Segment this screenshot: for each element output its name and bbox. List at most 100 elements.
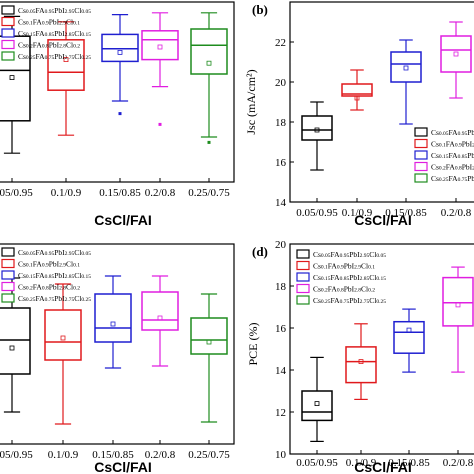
x-tick-label: 0.25/0.75 <box>188 187 230 199</box>
legend-label: Cs0.2FA0.8PbI2.8Cl0.2 <box>431 163 474 172</box>
mean-marker <box>117 50 123 55</box>
x-tick-label: 0.1/0.9 <box>48 449 79 461</box>
x-tick-label: 0.05/0.95 <box>296 207 338 219</box>
x-tick-label: 0.05/0.95 <box>0 187 33 199</box>
y-tick-label: 14 <box>275 197 287 209</box>
x-tick-label: 0.15/0.85 <box>388 457 430 469</box>
panel-b-ylabel: Jsc (mA/cm²) <box>244 69 258 134</box>
box-c-4 <box>190 293 228 423</box>
panel-d-xlabel: CsCl/FAI <box>354 459 412 474</box>
panel-b-letter: (b) <box>252 2 268 17</box>
legend-swatch <box>296 272 310 282</box>
legend-label: Cs0.25FA0.75PbI2.75Cl0.25 <box>18 294 91 303</box>
panel-b: 14 16 18 20 22 0.05/0.95 0.1/0.9 0.15/0.85 0.2/… <box>244 1 474 228</box>
x-tick-label: 0.2/0.8 <box>441 207 472 219</box>
panel-c-xlabel: CsCl/FAI <box>94 459 152 474</box>
legend-swatch <box>414 161 428 172</box>
iqr-box <box>47 39 85 91</box>
mean-marker <box>60 335 66 341</box>
box-b-3 <box>440 21 472 99</box>
legend-label: Cs0.05FA0.95PbI2.95Cl0.05 <box>313 250 386 259</box>
box-a-2 <box>101 13 139 116</box>
y-tick-label: 14 <box>275 365 287 377</box>
panel-b-xticks: 0.05/0.95 0.1/0.9 0.15/0.85 0.2/0.8 <box>296 198 472 219</box>
iqr-box <box>101 33 139 63</box>
iqr-box <box>390 51 422 83</box>
legend-label: Cs0.1FA0.9PbI2.9Cl0.1 <box>18 18 80 27</box>
panel-a-xlabel: CsCl/FAI <box>94 212 152 228</box>
panel-d-letter: (d) <box>252 244 268 259</box>
legend-label: Cs0.2FA0.8PbI2.8Cl0.2 <box>18 283 80 292</box>
panel-d-frame <box>289 243 474 455</box>
mean-marker <box>206 60 212 66</box>
x-tick-label: 0.05/0.95 <box>296 457 338 469</box>
iqr-box <box>345 346 377 384</box>
box-d-3 <box>442 266 474 373</box>
legend-label: Cs0.2FA0.8PbI2.8Cl0.2 <box>313 285 375 294</box>
x-tick-label: 0.2/0.8 <box>443 457 474 469</box>
x-tick-label: 0.05/0.95 <box>0 449 33 461</box>
x-tick-label: 0.15/0.85 <box>92 449 134 461</box>
iqr-box <box>190 28 228 75</box>
legend-label: Cs0.15FA0.85PbI2.85Cl0.15 <box>18 29 91 38</box>
mean-marker <box>9 75 15 80</box>
panel-b-boxes <box>301 21 472 171</box>
y-tick-label: 18 <box>275 117 287 129</box>
legend-swatch <box>1 293 15 303</box>
box-b-0 <box>301 101 333 171</box>
panel-b-frame <box>289 1 474 203</box>
iqr-box <box>0 307 31 375</box>
outlier-point <box>207 140 211 144</box>
panel-d-ylabel: PCE (%) <box>246 323 260 366</box>
panel-d-xticks: 0.05/0.95 0.1/0.9 0.15/0.85 0.2/0.8 <box>296 450 474 469</box>
panel-b-xlabel: CsCl/FAI <box>354 212 412 228</box>
legend-swatch <box>1 39 15 50</box>
panel-a-xticks: 0.05/0.95 0.1/0.9 0.15/0.85 0.2/0.8 0.25/0.7… <box>0 178 230 199</box>
legend-label: Cs0.05FA0.95PbI2.95Cl0.05 <box>18 6 91 15</box>
box-d-2 <box>393 308 425 373</box>
box-d-1 <box>345 323 377 400</box>
x-tick-label: 0.1/0.9 <box>346 457 377 469</box>
legend-swatch <box>1 28 15 38</box>
panel-a: 0.05/0.95 0.1/0.9 0.15/0.85 0.2/0.8 0.25/0.7… <box>0 1 235 228</box>
panel-b-yticks: 14 16 18 20 22 <box>275 37 294 209</box>
y-tick-label: 20 <box>275 239 287 251</box>
legend-swatch <box>1 270 15 280</box>
legend-label: Cs0.15FA0.85PbI2.85Cl0.15 <box>18 271 91 280</box>
panel-c-boxes <box>0 275 228 425</box>
legend-label: Cs0.1FA0.9PbI2.9Cl0.1 <box>313 262 375 271</box>
box-d-0 <box>301 356 333 442</box>
panel-b-legend: Cs0.05FA0.95PbI2.95Cl0.05 Cs0.1FA0.9PbI2.… <box>414 127 474 183</box>
legend-label: Cs0.25FA0.75PbI2.75Cl0.25 <box>431 174 474 183</box>
mean-marker <box>314 401 320 407</box>
y-tick-label: 10 <box>275 449 287 461</box>
box-a-3 <box>141 12 179 126</box>
panel-a-frame <box>0 1 235 183</box>
legend-swatch <box>1 5 15 15</box>
iqr-box <box>94 293 132 343</box>
mean-marker <box>157 44 163 50</box>
legend-label: Cs0.15FA0.85PbI2.85Cl0.15 <box>431 151 474 160</box>
mean-marker <box>455 302 461 308</box>
x-tick-label: 0.25/0.75 <box>188 449 230 461</box>
panel-c: 0.05/0.95 0.1/0.9 0.15/0.85 0.2/0.8 0.25/0.7… <box>0 243 235 474</box>
x-tick-label: 0.2/0.8 <box>145 187 176 199</box>
legend-label: Cs0.1FA0.9PbI2.9Cl0.1 <box>18 260 80 269</box>
panel-d-boxes <box>301 266 474 442</box>
legend-label: Cs0.25FA0.75PbI2.75Cl0.25 <box>18 52 91 61</box>
legend-swatch <box>414 173 428 183</box>
box-c-1 <box>44 283 82 425</box>
outlier-point <box>158 122 162 126</box>
legend-label: Cs0.05FA0.95PbI2.95Cl0.05 <box>18 248 91 257</box>
iqr-box <box>141 291 179 331</box>
panel-c-legend: Cs0.05FA0.95PbI2.95Cl0.05 Cs0.1FA0.9PbI2.… <box>1 247 91 303</box>
y-tick-label: 16 <box>275 157 287 169</box>
box-b-1 <box>341 69 373 111</box>
legend-label: Cs0.25FA0.75PbI2.75Cl0.25 <box>313 296 386 305</box>
mean-marker <box>453 51 459 57</box>
mean-marker <box>314 127 320 133</box>
panel-c-frame <box>0 243 235 445</box>
legend-swatch <box>1 51 15 61</box>
